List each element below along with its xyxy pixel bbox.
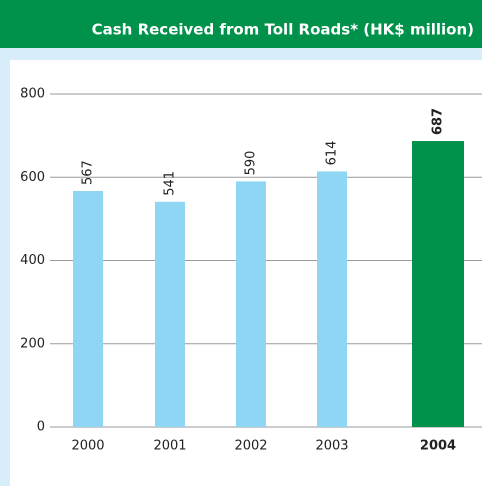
bar <box>236 181 266 427</box>
left-strip <box>0 48 10 486</box>
bar <box>155 201 185 427</box>
x-tick-label: 2003 <box>315 439 348 454</box>
value-label: 614 <box>325 141 340 166</box>
title-bar <box>0 0 482 48</box>
y-tick-label: 200 <box>20 336 45 351</box>
bar <box>412 141 464 427</box>
x-tick-label: 2004 <box>420 439 456 454</box>
x-tick-label: 2000 <box>71 439 104 454</box>
value-label: 590 <box>244 151 259 176</box>
value-label: 567 <box>81 160 96 185</box>
bar <box>317 171 347 427</box>
x-tick-label: 2002 <box>234 439 267 454</box>
value-label: 687 <box>431 108 446 135</box>
x-tick-label: 2001 <box>153 439 186 454</box>
chart-title: Cash Received from Toll Roads* (HK$ mill… <box>92 21 474 39</box>
bar <box>73 190 103 427</box>
y-tick-label: 400 <box>20 253 45 268</box>
y-tick-label: 0 <box>37 420 45 435</box>
y-tick-label: 800 <box>20 87 45 102</box>
title-gap <box>0 48 482 60</box>
value-label: 541 <box>163 171 178 196</box>
y-tick-label: 600 <box>20 170 45 185</box>
